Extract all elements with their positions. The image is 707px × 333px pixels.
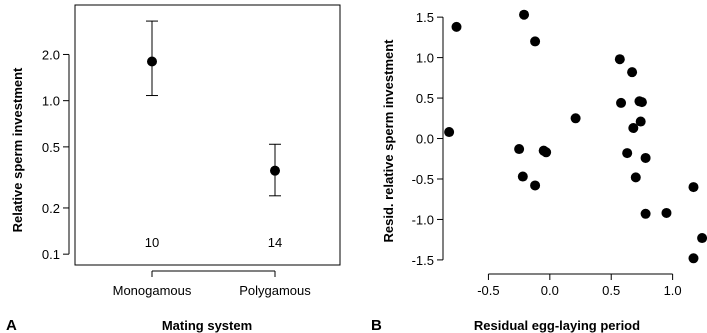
data-point xyxy=(614,54,625,65)
data-point xyxy=(530,180,541,191)
panel-b-y-tick-label: 0.5 xyxy=(416,91,434,106)
data-point xyxy=(630,172,641,183)
panel-a-y-tick-label: 0.2 xyxy=(42,201,60,216)
panel-a: A Mating system Relative sperm investmen… xyxy=(6,4,341,333)
panel-b: B Residual egg-laying period Resid. rela… xyxy=(371,9,707,333)
data-point xyxy=(635,116,646,127)
data-point xyxy=(697,233,707,244)
panel-a-y-tick-label: 2.0 xyxy=(42,47,60,62)
data-point xyxy=(640,152,651,163)
data-point xyxy=(541,147,552,158)
data-point xyxy=(627,67,638,78)
data-point xyxy=(517,171,528,182)
data-point xyxy=(570,113,581,124)
data-point xyxy=(519,9,530,20)
panel-b-x-tick-label: -0.5 xyxy=(477,283,499,298)
panel-b-x-axis-label: Residual egg-laying period xyxy=(474,318,640,333)
panel-a-y-tick-label: 0.1 xyxy=(42,247,60,262)
panel-b-y-tick-label: -0.5 xyxy=(412,172,434,187)
panel-b-x-tick-label: 1.0 xyxy=(664,283,682,298)
data-point xyxy=(688,253,699,264)
panel-b-letter: B xyxy=(371,317,382,333)
panel-a-plot-frame xyxy=(74,4,341,266)
panel-b-x-tick-label: 0.5 xyxy=(602,283,620,298)
data-point xyxy=(622,148,633,159)
data-point xyxy=(636,97,647,108)
panel-b-y-tick-label: 1.5 xyxy=(416,10,434,25)
panel-a-letter: A xyxy=(6,317,17,333)
data-point xyxy=(530,36,541,47)
data-point xyxy=(616,97,627,108)
panel-b-x-tick-label: 0.0 xyxy=(541,283,559,298)
data-point xyxy=(147,56,157,67)
panel-a-x-axis-label: Mating system xyxy=(162,318,252,333)
sample-size-label: 14 xyxy=(268,235,282,250)
data-point xyxy=(661,207,672,218)
panel-b-y-tick-label: -1.5 xyxy=(412,253,434,268)
panel-a-y-tick-label: 1.0 xyxy=(42,94,60,109)
data-point xyxy=(688,182,699,193)
panel-b-y-tick-label: 0.0 xyxy=(416,132,434,147)
data-point xyxy=(270,165,280,176)
data-point xyxy=(640,208,651,219)
data-point xyxy=(451,21,462,32)
panel-b-y-axis-label: Resid. relative sperm investment xyxy=(381,39,396,243)
panel-a-y-tick-label: 0.5 xyxy=(42,140,60,155)
panel-b-y-tick-label: -1.0 xyxy=(412,212,434,227)
panel-a-x-tick-label: Monogamous xyxy=(113,283,192,298)
data-point xyxy=(514,144,525,155)
panel-b-y-tick-label: 1.0 xyxy=(416,51,434,66)
panel-a-y-axis-label: Relative sperm investment xyxy=(10,67,25,232)
data-point xyxy=(444,127,455,138)
sample-size-label: 10 xyxy=(145,235,159,250)
panel-a-x-tick-label: Polygamous xyxy=(239,283,311,298)
data-point xyxy=(628,123,639,134)
